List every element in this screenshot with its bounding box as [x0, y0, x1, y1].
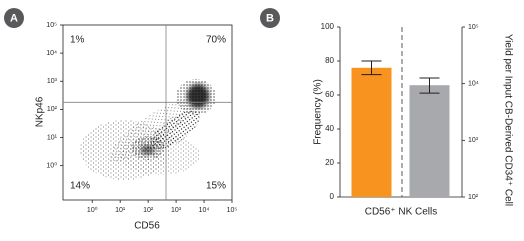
y-tick-label: 40 [325, 124, 334, 133]
cloud-core [141, 145, 155, 155]
y-tick-label: 0 [330, 192, 335, 201]
panel-badge [4, 8, 24, 28]
cloud-sparse [109, 100, 193, 162]
x-tick-label: 10² [143, 207, 154, 214]
x-tick-label: 10⁰ [87, 206, 98, 214]
y-tick-label: 10¹ [47, 134, 58, 141]
x-axis-label: CD56 [134, 221, 160, 232]
x-tick-label: 10³ [171, 207, 182, 214]
panel-label: B [266, 12, 274, 24]
y2-tick-label: 10² [468, 194, 479, 201]
y-tick-label: 20 [325, 158, 334, 167]
quadrant-label: 70% [206, 35, 226, 46]
quadrant-label: 15% [206, 181, 226, 192]
x-tick-label: 10⁵ [227, 207, 238, 214]
y-tick-label: 10³ [47, 78, 58, 85]
figure: A NKp46 CD56 1% 70% 14% 15% 10⁰ 10¹ 10² 10³… [4, 8, 513, 232]
y-tick-label: 10⁰ [46, 161, 57, 169]
y-tick-label: 80 [325, 56, 334, 65]
y-tick-label: 10² [47, 106, 58, 113]
y2-axis-label: Yield per Input CB-Derived CD34⁺ Cell [502, 34, 513, 206]
x-tick-label: 10⁴ [199, 207, 210, 214]
x-tick-label: 10¹ [115, 207, 126, 214]
bar [409, 85, 450, 197]
y2-tick-label: 10⁵ [468, 24, 479, 31]
bar [351, 67, 392, 197]
panel-badge [260, 8, 280, 28]
cloud-dense [149, 110, 201, 150]
plot-frame [62, 24, 233, 201]
x-tick-label: CD56⁺ NK Cells [365, 207, 438, 218]
error-bar [361, 60, 382, 76]
y-axis-label: NKp46 [35, 96, 46, 127]
quadrant-label: 1% [70, 35, 85, 46]
panel-label: A [10, 12, 18, 24]
y-tick-label: 10⁵ [46, 22, 57, 29]
y-tick-label: 10⁴ [46, 50, 57, 57]
y2-tick-label: 10³ [468, 137, 479, 144]
y-tick-label: 60 [325, 90, 334, 99]
y-axis-label: Frequency (%) [313, 79, 324, 145]
error-bar [419, 77, 440, 94]
cloud-core [187, 84, 209, 108]
y-tick-label: 100 [321, 22, 335, 31]
y2-tick-label: 10⁴ [468, 81, 479, 88]
panel-b: B Frequency (%) Yield per Input CB-Deriv… [260, 8, 513, 218]
event-cloud [80, 79, 216, 180]
quadrant-label: 14% [70, 181, 90, 192]
panel-a: A NKp46 CD56 1% 70% 14% 15% 10⁰ 10¹ 10² 10³… [4, 8, 237, 232]
